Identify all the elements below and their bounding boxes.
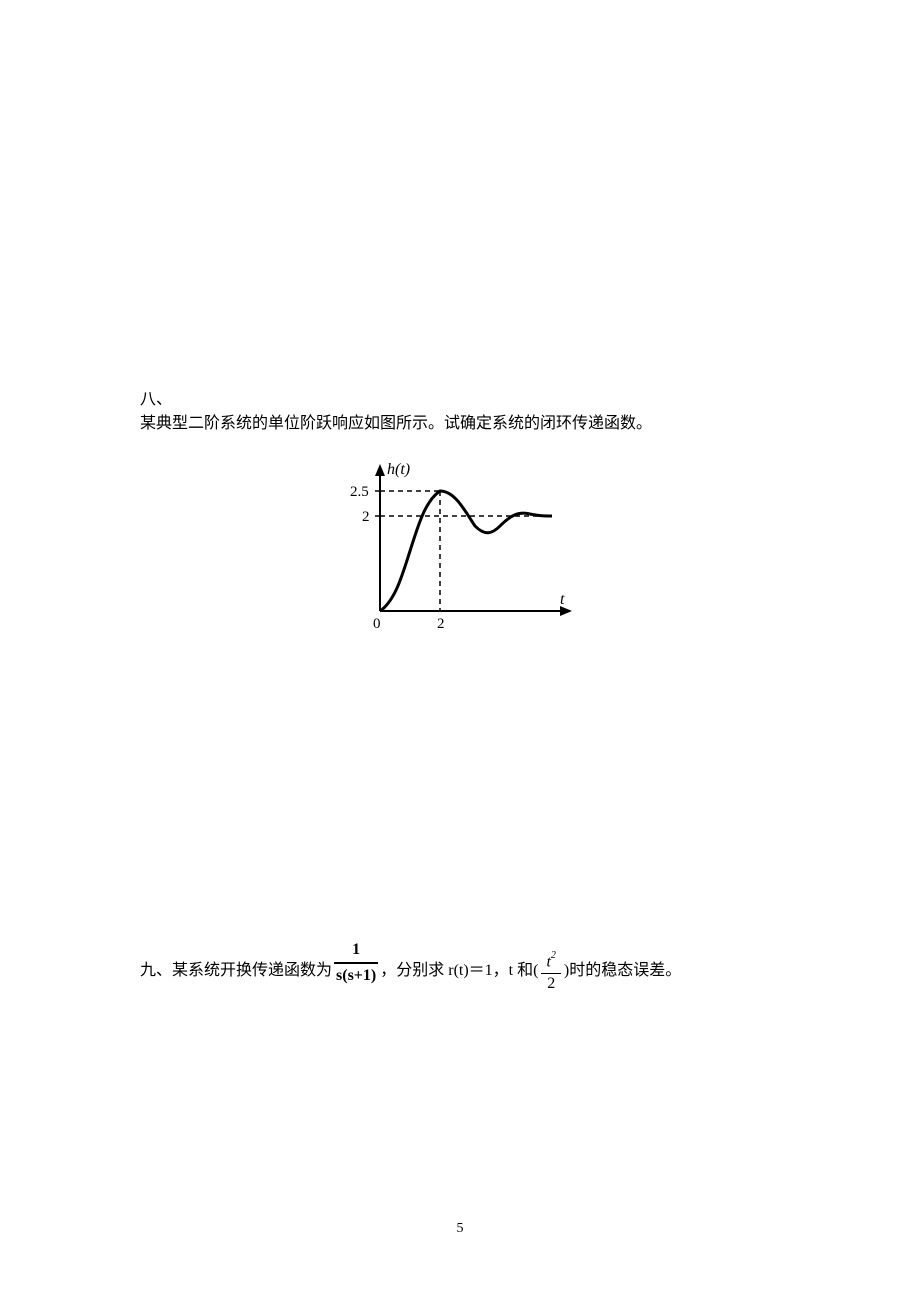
response-curve	[380, 491, 552, 611]
tf-numerator: 1	[348, 938, 364, 962]
t-squared-over-2: t2 2	[540, 948, 561, 993]
problem-8-text: 某典型二阶系统的单位阶跃响应如图所示。试确定系统的闭环传递函数。	[140, 412, 780, 436]
x-axis-label: t	[560, 591, 565, 608]
page-number: 5	[0, 1221, 920, 1237]
x-tick-0: 0	[373, 616, 381, 632]
transfer-function-fraction: 1 s(s+1)	[334, 938, 378, 988]
y-axis-label: h(t)	[387, 461, 410, 478]
step-response-chart: h(t) t 2.5 2 0 2	[320, 456, 590, 636]
problem-9-prefix: 九、某系统开换传递函数为	[140, 959, 332, 983]
problem-8-label: 八、	[140, 388, 780, 412]
x-tick-2: 2	[437, 616, 445, 632]
tf-denominator: s(s+1)	[334, 962, 378, 988]
frac-num: t2	[540, 948, 561, 972]
problem-9-mid: ，分别求 r(t)＝1，t 和(	[380, 959, 538, 983]
problem-9-suffix: )时的稳态误差。	[564, 959, 681, 983]
problem-9: 九、某系统开换传递函数为 1 s(s+1) ，分别求 r(t)＝1，t 和( t…	[140, 946, 780, 996]
y-tick-2.5: 2.5	[350, 484, 369, 500]
y-tick-2: 2	[362, 509, 370, 525]
frac-den: 2	[541, 973, 561, 994]
